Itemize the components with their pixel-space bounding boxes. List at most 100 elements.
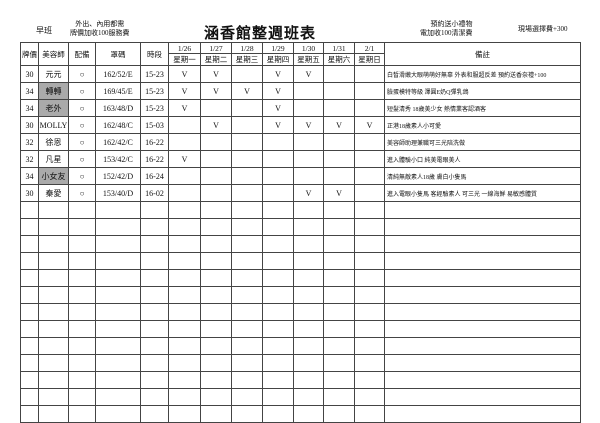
cell-time: 15-23 — [140, 82, 169, 100]
empty-row — [20, 235, 581, 253]
column-header: 罩碼 — [95, 42, 141, 66]
empty-cell — [20, 354, 39, 372]
cell-name: MOLLY — [38, 116, 69, 134]
empty-cell — [38, 354, 69, 372]
empty-cell — [293, 235, 324, 253]
cell-price: 30 — [20, 65, 39, 83]
cell-name: 秦愛 — [38, 184, 69, 202]
empty-cell — [384, 388, 581, 406]
cell-price: 32 — [20, 133, 39, 151]
empty-cell — [168, 286, 201, 304]
empty-cell — [168, 337, 201, 355]
day-cell — [231, 167, 263, 185]
empty-cell — [68, 286, 96, 304]
date-header: 1/29 — [262, 42, 294, 54]
empty-cell — [323, 388, 355, 406]
empty-cell — [231, 218, 263, 236]
empty-cell — [384, 269, 581, 287]
day-cell — [354, 167, 385, 185]
cell-note: 進入電眼小隻馬 客經驗素人 可三光 一線海鮮 易敏感體質 — [384, 184, 581, 202]
empty-cell — [200, 218, 232, 236]
cell-name: 凡星 — [38, 150, 69, 168]
empty-cell — [20, 286, 39, 304]
empty-cell — [38, 252, 69, 270]
note-right: 現場選擇費+300 — [518, 25, 568, 33]
empty-cell — [140, 252, 169, 270]
day-cell: V — [168, 150, 201, 168]
table-row: 34 老外 ○ 163/48/D 15-23 V V 短髮清秀 18歲美少女 熱情業客認酒客 — [20, 99, 581, 117]
day-cell — [293, 133, 324, 151]
date-header: 1/30 — [293, 42, 324, 54]
table-row: 32 凡星 ○ 153/42/C 16-22 V 進入體驗小口 純美電眼美人 — [20, 150, 581, 168]
cell-name: 老外 — [38, 99, 69, 117]
day-cell — [200, 150, 232, 168]
day-cell — [323, 150, 355, 168]
day-cell — [262, 184, 294, 202]
empty-cell — [231, 354, 263, 372]
empty-cell — [20, 218, 39, 236]
empty-row — [20, 388, 581, 406]
empty-cell — [200, 337, 232, 355]
empty-cell — [140, 320, 169, 338]
schedule-table: 牌價 美容師 配備 罩碼 時段 1/26 1/27 1/28 1/29 1/30 1/31 2/1 備註… — [20, 42, 581, 423]
empty-cell — [20, 371, 39, 389]
day-cell: V — [262, 116, 294, 134]
cell-price: 34 — [20, 82, 39, 100]
empty-cell — [384, 337, 581, 355]
note-left: 外出、內用都需 牌價加收100服務費 — [70, 20, 130, 38]
empty-cell — [200, 252, 232, 270]
empty-cell — [95, 218, 141, 236]
shift: 早班 — [36, 26, 52, 35]
empty-cell — [68, 218, 96, 236]
empty-cell — [95, 388, 141, 406]
empty-cell — [354, 235, 385, 253]
day-cell — [168, 133, 201, 151]
empty-cell — [38, 286, 69, 304]
day-cell: V — [293, 65, 324, 83]
cell-name: 元元 — [38, 65, 69, 83]
cell-time: 16-02 — [140, 184, 169, 202]
cell-size: 162/48/C — [95, 116, 141, 134]
cell-note: 美容師助理兼職可三光陪洗做 — [384, 133, 581, 151]
empty-row — [20, 371, 581, 389]
empty-cell — [95, 252, 141, 270]
empty-cell — [262, 235, 294, 253]
table-row: 30 元元 ○ 162/52/E 15-23 V V V V 白皙滑嫩大眼萌萌好無辜 外表和服超反… — [20, 65, 581, 83]
empty-cell — [354, 371, 385, 389]
day-cell: V — [262, 65, 294, 83]
empty-cell — [354, 303, 385, 321]
empty-cell — [200, 201, 232, 219]
day-cell: V — [262, 82, 294, 100]
day-cell — [323, 82, 355, 100]
weekday-header: 星期日 — [354, 53, 385, 66]
empty-cell — [354, 320, 385, 338]
empty-cell — [262, 201, 294, 219]
day-cell — [323, 99, 355, 117]
empty-cell — [354, 201, 385, 219]
empty-cell — [384, 405, 581, 423]
empty-cell — [293, 388, 324, 406]
empty-cell — [293, 218, 324, 236]
empty-row — [20, 269, 581, 287]
empty-cell — [262, 354, 294, 372]
empty-cell — [95, 269, 141, 287]
empty-cell — [68, 303, 96, 321]
empty-cell — [262, 371, 294, 389]
empty-cell — [354, 286, 385, 304]
day-cell: V — [323, 184, 355, 202]
weekday-header: 星期一 — [168, 53, 201, 66]
weekday-header: 星期四 — [262, 53, 294, 66]
empty-cell — [293, 269, 324, 287]
cell-size: 152/42/D — [95, 167, 141, 185]
cell-size: 169/45/E — [95, 82, 141, 100]
cell-note: 正港18歲素人小可愛 — [384, 116, 581, 134]
empty-cell — [200, 371, 232, 389]
empty-row — [20, 405, 581, 423]
notes-header: 備註 — [384, 42, 581, 66]
empty-cell — [354, 269, 385, 287]
table-row: 30 MOLLY ○ 162/48/C 15-03 V V V V V 正港18歲素人小可愛 — [20, 116, 581, 134]
empty-cell — [231, 337, 263, 355]
empty-cell — [231, 405, 263, 423]
header-row: 星期一 星期二 星期三 星期四 星期五 星期六 星期日 — [21, 53, 581, 66]
